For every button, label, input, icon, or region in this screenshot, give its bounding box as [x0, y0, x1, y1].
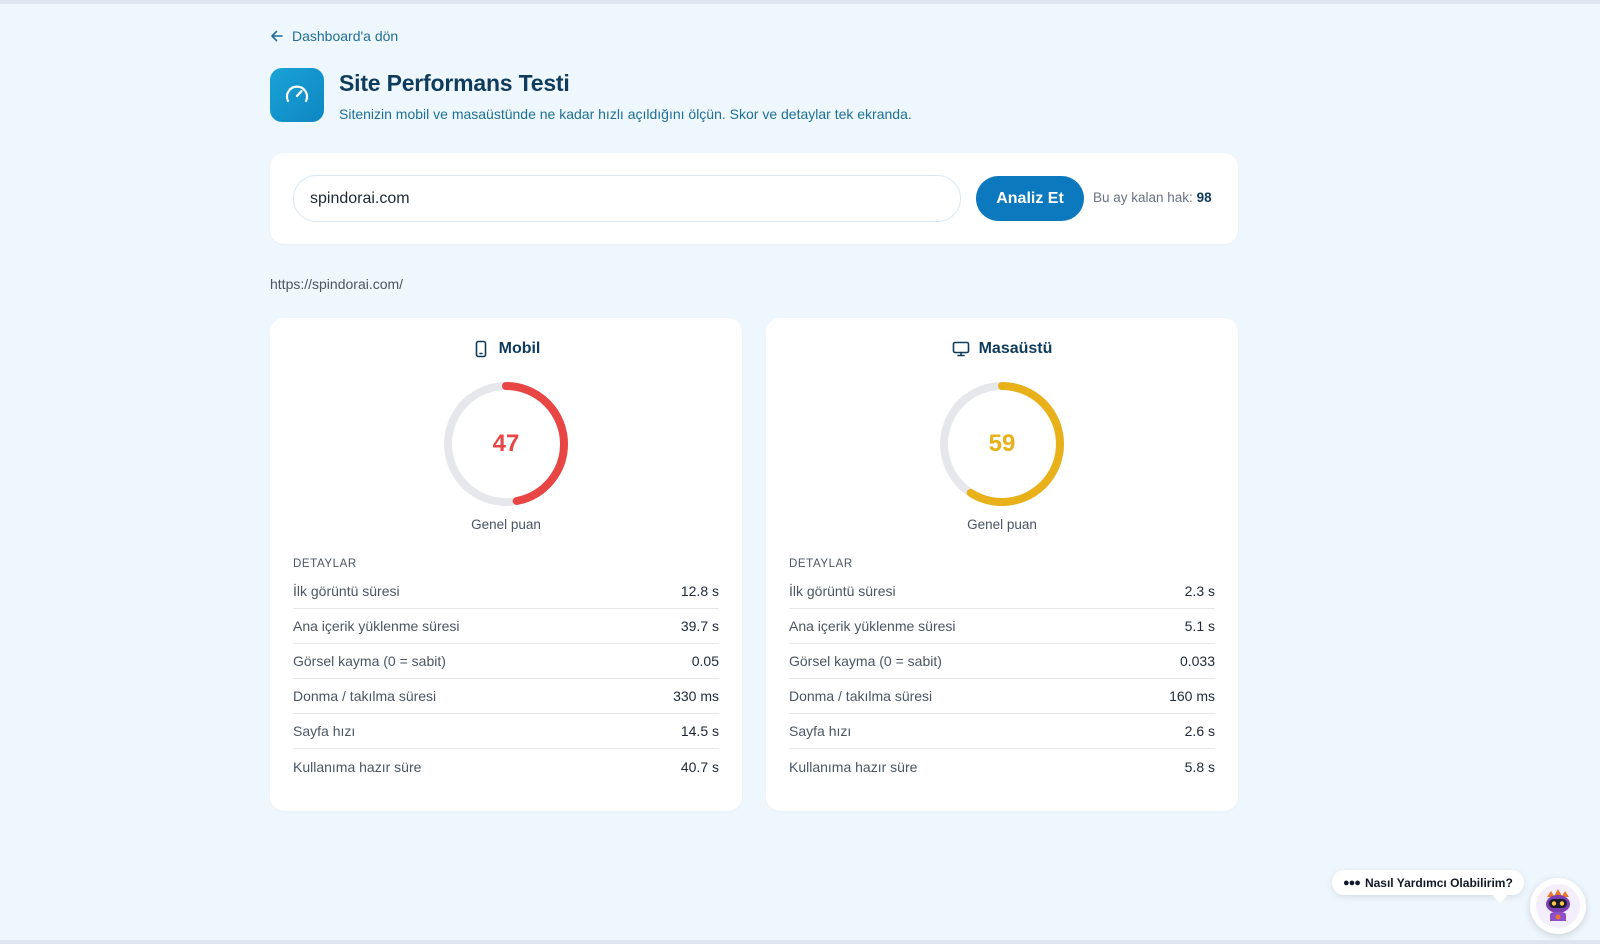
- gauge-progress: [940, 382, 1064, 506]
- metric-row: İlk görüntü süresi 12.8 s: [293, 574, 719, 609]
- metric-row: Sayfa hızı 2.6 s: [789, 714, 1215, 749]
- phone-icon: [475, 340, 486, 358]
- mobile-score-gauge: 47: [442, 380, 570, 508]
- metric-row: Kullanıma hazır süre 40.7 s: [293, 749, 719, 784]
- quota-info: Bu ay kalan hak: 98: [1093, 190, 1212, 205]
- metric-label: Görsel kayma (0 = sabit): [293, 653, 446, 669]
- robot-avatar-icon: [1536, 884, 1580, 928]
- mobile-title-label: Mobil: [498, 340, 541, 357]
- metric-row: Görsel kayma (0 = sabit) 0.05: [293, 644, 719, 679]
- mobile-card: Mobil 47 Genel puan DETAYLAR İlk görüntü…: [270, 318, 742, 811]
- metric-label: Kullanıma hazır süre: [293, 758, 422, 775]
- back-link[interactable]: Dashboard'a dön: [270, 28, 398, 44]
- result-url: https://spindorai.com/: [270, 276, 404, 292]
- mobile-score-label: Genel puan: [471, 517, 541, 532]
- metric-value: 40.7 s: [680, 758, 719, 775]
- metric-row: Donma / takılma süresi 330 ms: [293, 679, 719, 714]
- metric-value: 5.1 s: [1184, 618, 1215, 634]
- chat-prompt-text: Nasıl Yardımcı Olabilirim?: [1364, 875, 1513, 890]
- metric-value: 12.8 s: [680, 583, 719, 599]
- chat-prompt-bubble[interactable]: ●●● Nasıl Yardımcı Olabilirim?: [1332, 870, 1524, 895]
- quota-value: 98: [1196, 190, 1212, 205]
- metric-label: Sayfa hızı: [789, 723, 852, 739]
- metric-label: İlk görüntü süresi: [789, 583, 896, 599]
- metric-row: Ana içerik yüklenme süresi 5.1 s: [789, 609, 1215, 644]
- mobile-details-list: İlk görüntü süresi 12.8 s Ana içerik yükl…: [293, 574, 719, 784]
- mobile-card-title: Mobil: [270, 340, 742, 358]
- mobile-details-heading: DETAYLAR: [293, 558, 357, 570]
- mobile-score-value: 47: [492, 430, 520, 457]
- desktop-details-heading: DETAYLAR: [789, 558, 853, 570]
- back-link-label: Dashboard'a dön: [292, 28, 399, 44]
- gauge-progress: [444, 382, 568, 506]
- desktop-details-list: İlk görüntü süresi 2.3 s Ana içerik yükle…: [789, 574, 1215, 784]
- metric-label: Görsel kayma (0 = sabit): [789, 653, 942, 669]
- metric-row: Görsel kayma (0 = sabit) 0.033: [789, 644, 1215, 679]
- metric-row: İlk görüntü süresi 2.3 s: [789, 574, 1215, 609]
- desktop-score-label: Genel puan: [967, 517, 1037, 532]
- metric-label: Ana içerik yüklenme süresi: [789, 618, 956, 634]
- analyze-button[interactable]: Analiz Et: [976, 176, 1084, 221]
- metric-label: İlk görüntü süresi: [293, 583, 400, 599]
- chat-launcher-button[interactable]: [1530, 878, 1586, 934]
- metric-value: 0.033: [1179, 653, 1215, 669]
- metric-value: 330 ms: [673, 688, 719, 704]
- url-input[interactable]: [293, 175, 961, 222]
- desktop-score-value: 59: [988, 430, 1016, 457]
- desktop-card: Masaüstü 59 Genel puan DETAYLAR İlk görü…: [766, 318, 1238, 811]
- metric-label: Sayfa hızı: [293, 723, 356, 739]
- typing-dots-icon: ●●●: [1343, 876, 1361, 889]
- metric-value: 14.5 s: [680, 723, 719, 739]
- metric-value: 160 ms: [1169, 688, 1215, 704]
- metric-value: 39.7 s: [680, 618, 719, 634]
- quota-label: Bu ay kalan hak:: [1093, 190, 1193, 205]
- metric-row: Sayfa hızı 14.5 s: [293, 714, 719, 749]
- metric-row: Donma / takılma süresi 160 ms: [789, 679, 1215, 714]
- arrow-left-icon: [271, 30, 283, 42]
- metric-value: 0.05: [691, 653, 719, 669]
- metric-value: 5.8 s: [1184, 758, 1215, 775]
- page-header: Site Performans Testi Sitenizin mobil ve…: [270, 68, 912, 122]
- metric-value: 2.3 s: [1184, 583, 1215, 599]
- metric-row: Ana içerik yüklenme süresi 39.7 s: [293, 609, 719, 644]
- metric-row: Kullanıma hazır süre 5.8 s: [789, 749, 1215, 784]
- speedometer-icon: [270, 68, 324, 122]
- search-card: Analiz Et Bu ay kalan hak: 98: [270, 153, 1238, 244]
- metric-label: Donma / takılma süresi: [789, 688, 933, 704]
- page-title: Site Performans Testi: [339, 70, 570, 96]
- metric-label: Donma / takılma süresi: [293, 688, 437, 704]
- desktop-title-label: Masaüstü: [978, 340, 1053, 357]
- metric-label: Kullanıma hazır süre: [789, 758, 918, 775]
- page-subtitle: Sitenizin mobil ve masaüstünde ne kadar …: [339, 106, 912, 122]
- bottom-border: [0, 940, 1600, 944]
- desktop-card-title: Masaüstü: [766, 340, 1238, 358]
- monitor-icon: [952, 341, 969, 357]
- metric-value: 2.6 s: [1184, 723, 1215, 739]
- top-border: [0, 0, 1600, 4]
- metric-label: Ana içerik yüklenme süresi: [293, 618, 460, 634]
- desktop-score-gauge: 59: [938, 380, 1066, 508]
